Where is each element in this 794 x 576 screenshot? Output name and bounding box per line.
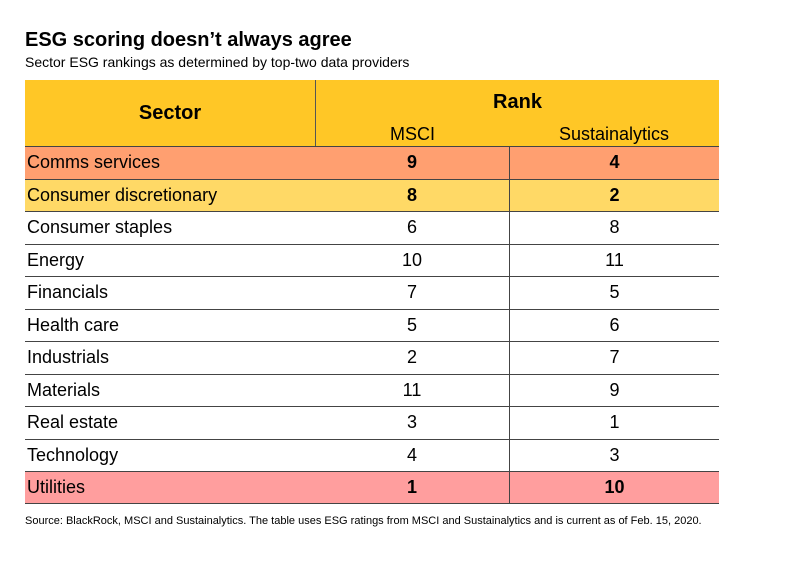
table-row: Comms services 9 4 bbox=[25, 146, 719, 179]
msci-rank-cell: 8 bbox=[406, 184, 417, 205]
msci-rank-cell: 3 bbox=[406, 412, 417, 433]
sustainalytics-rank-cell: 6 bbox=[509, 309, 719, 341]
sector-cell: Comms services bbox=[27, 152, 161, 173]
msci-rank-cell: 7 bbox=[406, 282, 417, 303]
sustainalytics-rank-cell: 3 bbox=[509, 439, 719, 471]
sector-cell: Consumer staples bbox=[27, 217, 173, 238]
table-row: Consumer discretionary 8 2 bbox=[25, 178, 719, 211]
table-row: Financials 7 5 bbox=[25, 276, 719, 309]
sustainalytics-rank-cell: 7 bbox=[509, 342, 719, 374]
sustainalytics-rank-cell: 10 bbox=[509, 472, 719, 503]
sustainalytics-rank-cell: 1 bbox=[509, 407, 719, 439]
sustainalytics-rank-cell: 5 bbox=[509, 277, 719, 309]
sector-cell: Real estate bbox=[27, 412, 119, 433]
msci-rank-cell: 6 bbox=[406, 217, 417, 238]
sustainalytics-rank-cell: 9 bbox=[509, 374, 719, 406]
header-sustainalytics: Sustainalytics bbox=[558, 124, 670, 144]
sustainalytics-rank-cell: 2 bbox=[509, 179, 719, 211]
table-row: Consumer staples 6 8 bbox=[25, 211, 719, 244]
source-note: Source: BlackRock, MSCI and Sustainalyti… bbox=[25, 515, 702, 527]
sector-cell: Industrials bbox=[27, 347, 110, 368]
sector-cell: Health care bbox=[27, 314, 120, 335]
table-row: Technology 4 3 bbox=[25, 438, 719, 471]
table-body: Comms services 9 4 Consumer discretionary 8 2… bbox=[25, 146, 719, 504]
header-sector: Sector bbox=[138, 101, 202, 124]
sustainalytics-rank-cell: 11 bbox=[509, 244, 719, 276]
msci-rank-cell: 4 bbox=[406, 444, 417, 465]
chart-title: ESG scoring doesn’t always agree bbox=[25, 29, 352, 51]
msci-rank-cell: 11 bbox=[402, 379, 422, 400]
table-row: Industrials 2 7 bbox=[25, 341, 719, 374]
table-row: Materials 11 9 bbox=[25, 373, 719, 406]
chart-subtitle: Sector ESG rankings as determined by top… bbox=[25, 54, 410, 70]
sustainalytics-rank-cell: 4 bbox=[509, 147, 719, 179]
msci-rank-cell: 9 bbox=[406, 152, 417, 173]
msci-rank-cell: 10 bbox=[401, 249, 423, 270]
msci-rank-cell: 1 bbox=[406, 476, 417, 497]
msci-rank-cell: 2 bbox=[406, 347, 417, 368]
table-row: Real estate 3 1 bbox=[25, 406, 719, 439]
table-row: Health care 5 6 bbox=[25, 308, 719, 341]
sector-cell: Materials bbox=[27, 379, 101, 400]
sector-cell: Utilities bbox=[27, 476, 86, 497]
header-divider bbox=[315, 80, 316, 146]
sector-cell: Technology bbox=[27, 444, 119, 465]
header-rank: Rank bbox=[493, 91, 542, 113]
sector-cell: Consumer discretionary bbox=[27, 184, 218, 205]
table-row: Utilities 1 10 bbox=[25, 471, 719, 504]
table-row: Energy 10 11 bbox=[25, 243, 719, 276]
header-msci: MSCI bbox=[390, 124, 435, 144]
esg-rank-table: Sector Rank MSCI Sustainalytics Comms se… bbox=[25, 80, 719, 504]
sector-cell: Financials bbox=[27, 282, 109, 303]
msci-rank-cell: 5 bbox=[406, 314, 417, 335]
sustainalytics-rank-cell: 8 bbox=[509, 212, 719, 244]
sector-cell: Energy bbox=[27, 249, 85, 270]
table-header: Sector Rank MSCI Sustainalytics bbox=[25, 80, 719, 146]
